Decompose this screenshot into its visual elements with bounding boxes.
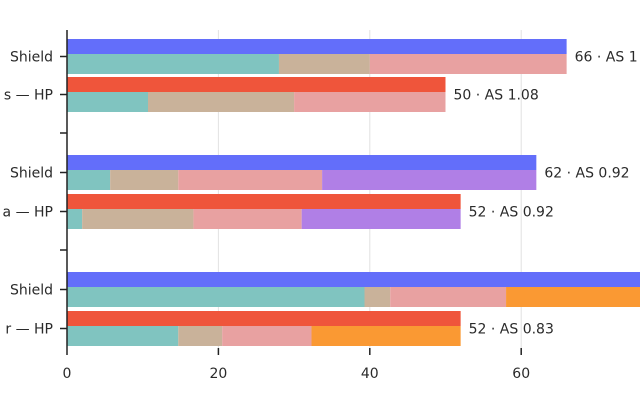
value-label: 62 · AS 0.92 — [544, 166, 629, 182]
category-label: Shield — [10, 166, 53, 182]
shield-total-bar — [67, 272, 640, 287]
x-tick-label: 40 — [361, 366, 379, 382]
segment-tan — [278, 54, 370, 74]
segment-purple — [322, 170, 537, 190]
axes — [60, 30, 522, 355]
segment-purple — [301, 209, 461, 229]
segment-pink — [369, 54, 567, 74]
segment-teal — [67, 92, 148, 112]
segment-tan — [147, 92, 295, 112]
hp-total-bar — [67, 311, 461, 326]
segment-pink — [294, 92, 446, 112]
category-label: Shield — [10, 50, 53, 66]
category-label: a — HP — [3, 205, 53, 221]
segment-pink — [178, 170, 323, 190]
segment-pink — [193, 209, 302, 229]
hp-total-bar — [67, 77, 446, 92]
hp-total-bar — [67, 194, 461, 209]
category-label: s — HP — [4, 88, 53, 104]
shield-total-bar — [67, 39, 567, 54]
x-tick-label: 60 — [512, 366, 530, 382]
segment-pink — [222, 326, 312, 346]
value-label: 52 · AS 0.83 — [469, 322, 554, 338]
segment-pink — [390, 287, 507, 307]
value-label: 66 · AS 1 — [575, 50, 638, 66]
segment-orange — [311, 326, 461, 346]
segment-tan — [110, 170, 179, 190]
labels: 66 · AS 1 Shield 50 · AS 1.08 s — HP 62 · AS… — [3, 50, 638, 383]
segment-teal — [67, 170, 111, 190]
x-tick-label: 20 — [209, 366, 227, 382]
segment-teal — [67, 287, 365, 307]
x-tick-label: 0 — [63, 366, 72, 382]
segment-tan — [364, 287, 391, 307]
segment-teal — [67, 209, 83, 229]
segment-orange — [506, 287, 640, 307]
category-label: Shield — [10, 283, 53, 299]
segment-teal — [67, 326, 179, 346]
value-label: 52 · AS 0.92 — [469, 205, 554, 221]
value-label: 50 · AS 1.08 — [454, 88, 539, 104]
segment-teal — [67, 54, 279, 74]
bars — [67, 39, 640, 346]
segment-tan — [82, 209, 194, 229]
segment-tan — [178, 326, 223, 346]
shield-total-bar — [67, 155, 537, 170]
category-label: r — HP — [5, 322, 53, 338]
